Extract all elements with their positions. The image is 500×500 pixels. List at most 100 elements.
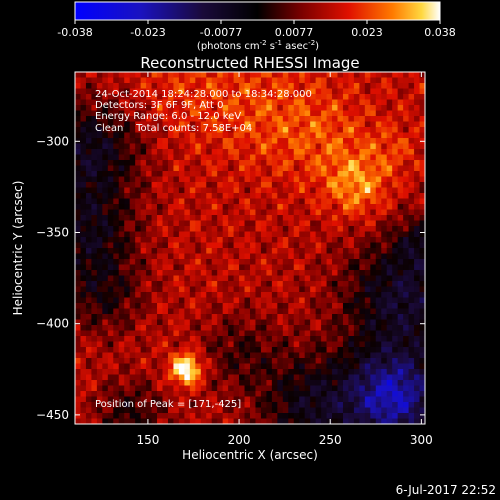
heatmap-cell <box>310 226 317 233</box>
heatmap-cell <box>408 237 415 244</box>
heatmap-cell <box>359 396 366 403</box>
heatmap-cell <box>195 253 202 260</box>
heatmap-cell <box>293 149 300 156</box>
heatmap-cell <box>326 160 333 167</box>
heatmap-cell <box>113 220 120 227</box>
heatmap-cell <box>419 187 425 194</box>
heatmap-cell <box>146 248 153 255</box>
heatmap-cell <box>96 407 103 414</box>
heatmap-cell <box>107 88 114 95</box>
heatmap-cell <box>375 336 382 343</box>
heatmap-cell <box>277 374 284 381</box>
heatmap-cell <box>337 154 344 161</box>
heatmap-cell <box>370 99 377 106</box>
heatmap-cell <box>386 154 393 161</box>
heatmap-cell <box>195 275 202 282</box>
heatmap-cell <box>250 237 257 244</box>
heatmap-cell <box>206 286 213 293</box>
heatmap-cell <box>310 72 317 79</box>
heatmap-cell <box>293 160 300 167</box>
heatmap-cell <box>184 132 191 139</box>
heatmap-cell <box>392 396 399 403</box>
heatmap-cell <box>85 336 93 343</box>
heatmap-cell <box>342 215 350 222</box>
heatmap-cell <box>337 105 344 112</box>
heatmap-cell <box>397 259 404 266</box>
heatmap-cell <box>211 270 218 277</box>
heatmap-cell <box>228 154 235 161</box>
heatmap-cell <box>277 281 284 288</box>
heatmap-cell <box>85 182 93 189</box>
heatmap-cell <box>178 297 185 304</box>
heatmap-cell <box>162 308 169 315</box>
heatmap-cell <box>419 369 425 376</box>
heatmap-cell <box>91 132 98 139</box>
heatmap-cell <box>228 303 235 310</box>
heatmap-cell <box>244 363 251 370</box>
heatmap-cell <box>337 83 344 90</box>
heatmap-cell <box>189 204 196 211</box>
heatmap-cell <box>370 374 377 381</box>
heatmap-cell <box>414 171 421 178</box>
heatmap-cell <box>244 198 251 205</box>
heatmap-cell <box>118 149 125 156</box>
heatmap-cell <box>239 171 246 178</box>
heatmap-cell <box>250 363 257 370</box>
heatmap-cell <box>211 292 218 299</box>
heatmap-cell <box>75 187 82 194</box>
heatmap-cell <box>140 132 147 139</box>
heatmap-cell <box>408 286 415 293</box>
heatmap-cell <box>321 99 328 106</box>
heatmap-cell <box>129 116 136 123</box>
heatmap-cell <box>375 248 382 255</box>
heatmap-cell <box>178 198 185 205</box>
heatmap-cell <box>414 165 421 172</box>
heatmap-cell <box>222 231 229 238</box>
heatmap-cell <box>113 116 120 123</box>
heatmap-cell <box>195 363 202 370</box>
heatmap-cell <box>304 308 311 315</box>
heatmap-cell <box>233 215 240 222</box>
heatmap-cell <box>178 121 185 128</box>
heatmap-cell <box>299 297 306 304</box>
heatmap-cell <box>135 336 142 343</box>
heatmap-cell <box>392 374 399 381</box>
heatmap-cell <box>414 308 421 315</box>
heatmap-cell <box>167 308 175 315</box>
heatmap-cell <box>375 319 382 326</box>
heatmap-cell <box>321 413 328 420</box>
heatmap-cell <box>255 330 262 337</box>
heatmap-cell <box>260 297 268 304</box>
heatmap-cell <box>282 259 289 266</box>
heatmap-cell <box>386 253 393 260</box>
heatmap-cell <box>146 391 153 398</box>
heatmap-cell <box>315 275 322 282</box>
heatmap-cell <box>118 77 125 84</box>
heatmap-cell <box>386 143 393 150</box>
heatmap-cell <box>386 149 393 156</box>
heatmap-cell <box>113 242 120 249</box>
heatmap-cell <box>408 226 415 233</box>
heatmap-cell <box>364 165 371 172</box>
heatmap-cell <box>260 402 268 409</box>
heatmap-cell <box>151 220 158 227</box>
heatmap-cell <box>260 182 268 189</box>
heatmap-cell <box>146 165 153 172</box>
heatmap-cell <box>392 303 399 310</box>
heatmap-cell <box>222 88 229 95</box>
heatmap-cell <box>96 385 103 392</box>
heatmap-cell <box>173 402 180 409</box>
heatmap-cell <box>195 380 202 387</box>
heatmap-cell <box>332 314 339 321</box>
heatmap-cell <box>342 160 350 167</box>
heatmap-cell <box>282 402 289 409</box>
heatmap-cell <box>162 220 169 227</box>
heatmap-cell <box>162 94 169 101</box>
heatmap-cell <box>299 176 306 183</box>
heatmap-cell <box>151 275 158 282</box>
heatmap-cell <box>162 270 169 277</box>
heatmap-cell <box>178 369 185 376</box>
heatmap-cell <box>353 303 360 310</box>
heatmap-cell <box>419 116 425 123</box>
heatmap-cell <box>381 154 388 161</box>
